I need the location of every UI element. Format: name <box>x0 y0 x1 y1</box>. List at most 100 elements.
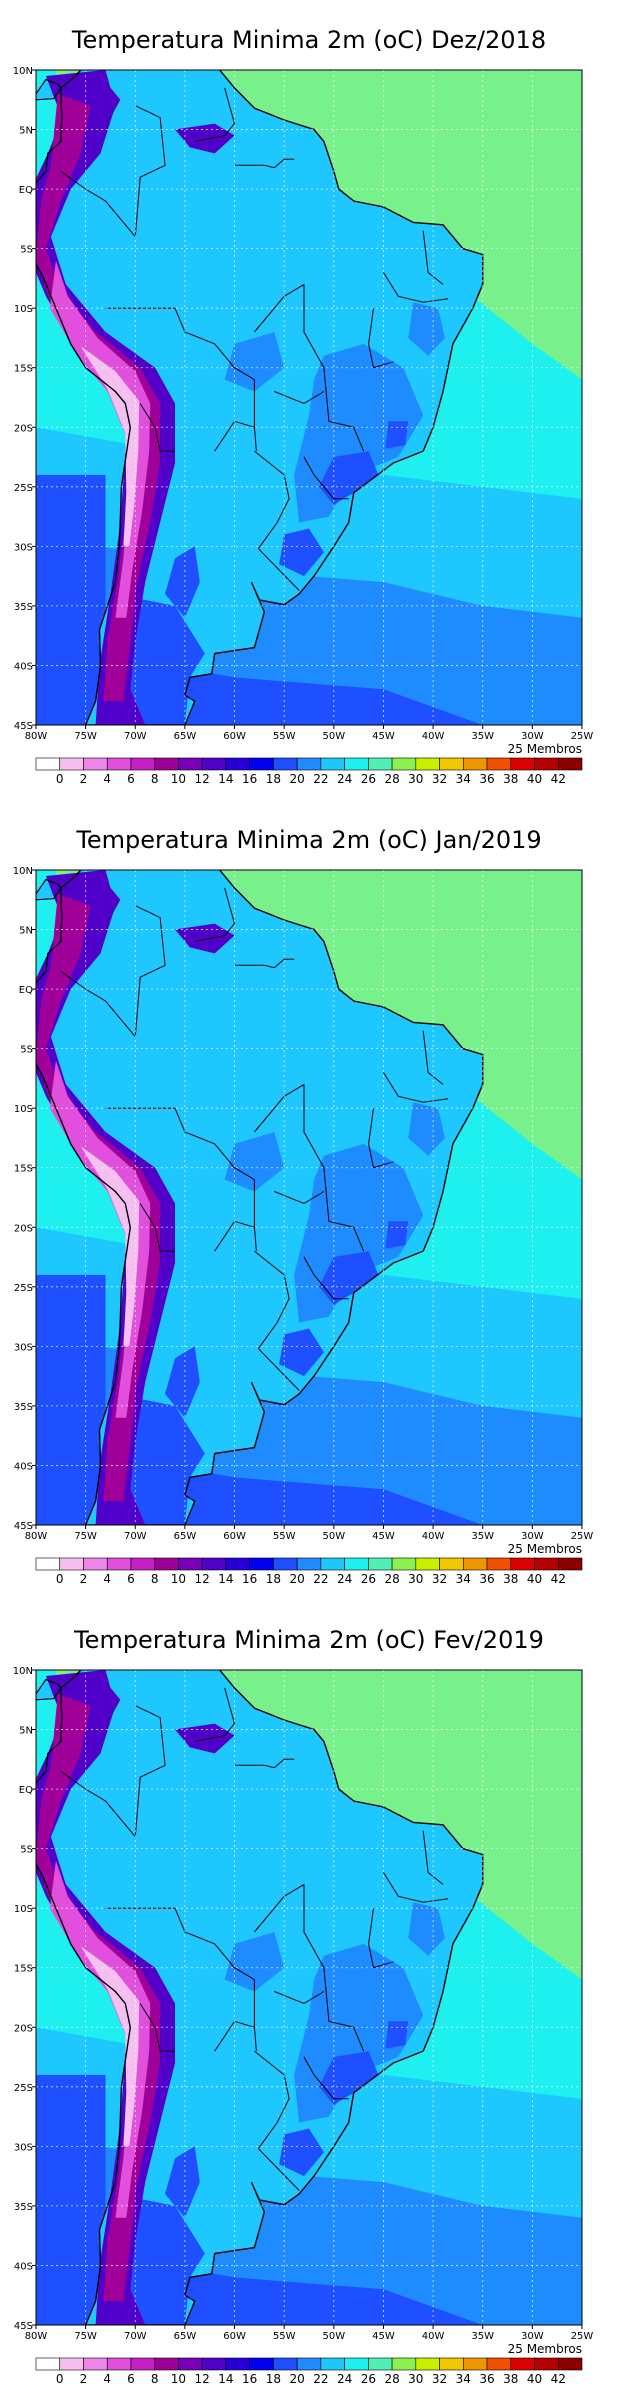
colorbar-swatch <box>439 2357 464 2371</box>
political-border <box>422 230 444 285</box>
colorbar-label: 28 <box>384 772 399 786</box>
colorbar-label: 38 <box>503 1572 518 1586</box>
colorbar-swatch <box>178 1557 203 1571</box>
lon-tick-label: 70W <box>124 2331 147 2342</box>
colorbar-swatch <box>557 2357 583 2371</box>
members-label: 25 Membros <box>508 2342 582 2356</box>
lon-tick-label: 75W <box>74 2331 97 2342</box>
colorbar-label: 30 <box>408 772 423 786</box>
colorbar-label: 8 <box>151 2372 159 2386</box>
political-border <box>194 1687 236 1742</box>
lon-tick-label: 50W <box>323 1531 346 1542</box>
colorbar-swatch <box>83 757 108 771</box>
lon-tick-label: 30W <box>521 731 544 742</box>
colorbar-swatch <box>249 1557 274 1571</box>
colorbar-label: 26 <box>361 1572 376 1586</box>
colorbar-swatch <box>320 757 345 771</box>
colorbar-swatch <box>130 1557 155 1571</box>
lon-tick-label: 55W <box>273 1531 296 1542</box>
political-border <box>368 308 394 369</box>
lon-tick-label: 80W <box>25 2331 48 2342</box>
colorbar-swatch <box>391 2357 417 2371</box>
colorbar-label: 30 <box>408 2372 423 2386</box>
political-border <box>139 2003 175 2052</box>
lon-tick-label: 50W <box>323 731 346 742</box>
political-border <box>383 1872 449 1903</box>
colorbar-swatch <box>201 2357 227 2371</box>
lat-tick-label: EQ <box>19 1785 33 1796</box>
lon-tick-label: 35W <box>471 1531 494 1542</box>
lon-tick-label: 30W <box>521 2331 544 2342</box>
lat-tick-label: EQ <box>19 185 33 196</box>
colorbar-label: 34 <box>456 1572 471 1586</box>
colorbar-swatch <box>83 2357 108 2371</box>
colorbar-label: 12 <box>195 1572 210 1586</box>
map-frame <box>35 869 583 1526</box>
colorbar-swatch <box>534 2357 559 2371</box>
colorbar-swatch <box>130 757 155 771</box>
colorbar-label: 36 <box>479 1572 494 1586</box>
political-border <box>194 887 236 942</box>
colorbar-swatch <box>486 1557 512 1571</box>
colorbar-label: 20 <box>289 1572 304 1586</box>
political-border <box>139 1203 175 1252</box>
political-border <box>258 2148 300 2191</box>
lat-tick-label: 35S <box>14 602 33 613</box>
colorbar-label: 8 <box>151 1572 159 1586</box>
colorbar-label: 0 <box>56 772 64 786</box>
lat-tick-label: 40S <box>14 661 33 672</box>
panel-title: Temperatura Minima 2m (oC) Jan/2019 <box>75 826 541 854</box>
colorbar-swatch <box>439 1557 464 1571</box>
colorbar-label: 10 <box>171 772 186 786</box>
lon-tick-label: 45W <box>372 731 395 742</box>
colorbar-label: 26 <box>361 772 376 786</box>
colorbar-swatch <box>368 2357 393 2371</box>
colorbar-swatch <box>201 1557 227 1571</box>
lon-tick-label: 40W <box>422 2331 445 2342</box>
highland-cold-patch <box>175 1723 235 1754</box>
political-border <box>303 2056 349 2100</box>
lat-tick-label: 5S <box>20 1845 33 1856</box>
cooler-land-patch <box>165 2146 200 2218</box>
colorbar-swatch <box>344 757 369 771</box>
cooler-land-patch <box>165 1346 200 1418</box>
colorbar-label: 34 <box>456 772 471 786</box>
lon-tick-label: 45W <box>372 2331 395 2342</box>
map-panel-3: Temperatura Minima 2m (oC) Fev/2019 80W 75… <box>13 1626 594 2386</box>
colorbar-label: 42 <box>551 772 566 786</box>
lat-tick-label: 10S <box>14 304 33 315</box>
colorbar-swatch <box>106 1557 132 1571</box>
lon-tick-label: 30W <box>521 1531 544 1542</box>
colorbar-swatch <box>83 1557 108 1571</box>
political-border <box>422 1830 444 1885</box>
political-border <box>234 158 295 169</box>
lon-tick-label: 40W <box>422 1531 445 1542</box>
colorbar-swatch <box>106 757 132 771</box>
colorbar-label: 22 <box>313 2372 328 2386</box>
colorbar-swatch <box>225 2357 250 2371</box>
colorbar-swatch <box>415 757 440 771</box>
map-panel-2: Temperatura Minima 2m (oC) Jan/2019 80W 75… <box>13 826 594 1586</box>
lat-tick-label: 30S <box>14 1342 33 1353</box>
lat-tick-label: 15S <box>14 1964 33 1975</box>
colorbar-swatch <box>106 2357 132 2371</box>
political-border <box>134 905 166 1037</box>
colorbar-label: 10 <box>171 2372 186 2386</box>
colorbar-label: 42 <box>551 2372 566 2386</box>
political-border <box>368 1908 394 1969</box>
lat-tick-label: 10N <box>13 1666 33 1677</box>
colorbar-label: 36 <box>479 772 494 786</box>
colorbar-swatch <box>225 1557 250 1571</box>
colorbar-swatch <box>273 1557 298 1571</box>
colorbar-label: 12 <box>195 2372 210 2386</box>
political-border <box>105 307 257 452</box>
map-panel-1: Temperatura Minima 2m (oC) Dez/2018 80W 75… <box>13 26 594 786</box>
colorbar-label: 2 <box>80 772 88 786</box>
lat-tick-label: 45S <box>14 1521 33 1532</box>
map-field <box>36 870 582 1525</box>
members-label: 25 Membros <box>508 742 582 756</box>
colorbar-label: 10 <box>171 1572 186 1586</box>
lon-tick-label: 60W <box>223 2331 246 2342</box>
colorbar-swatch <box>178 757 203 771</box>
colorbar-label: 14 <box>218 1572 233 1586</box>
